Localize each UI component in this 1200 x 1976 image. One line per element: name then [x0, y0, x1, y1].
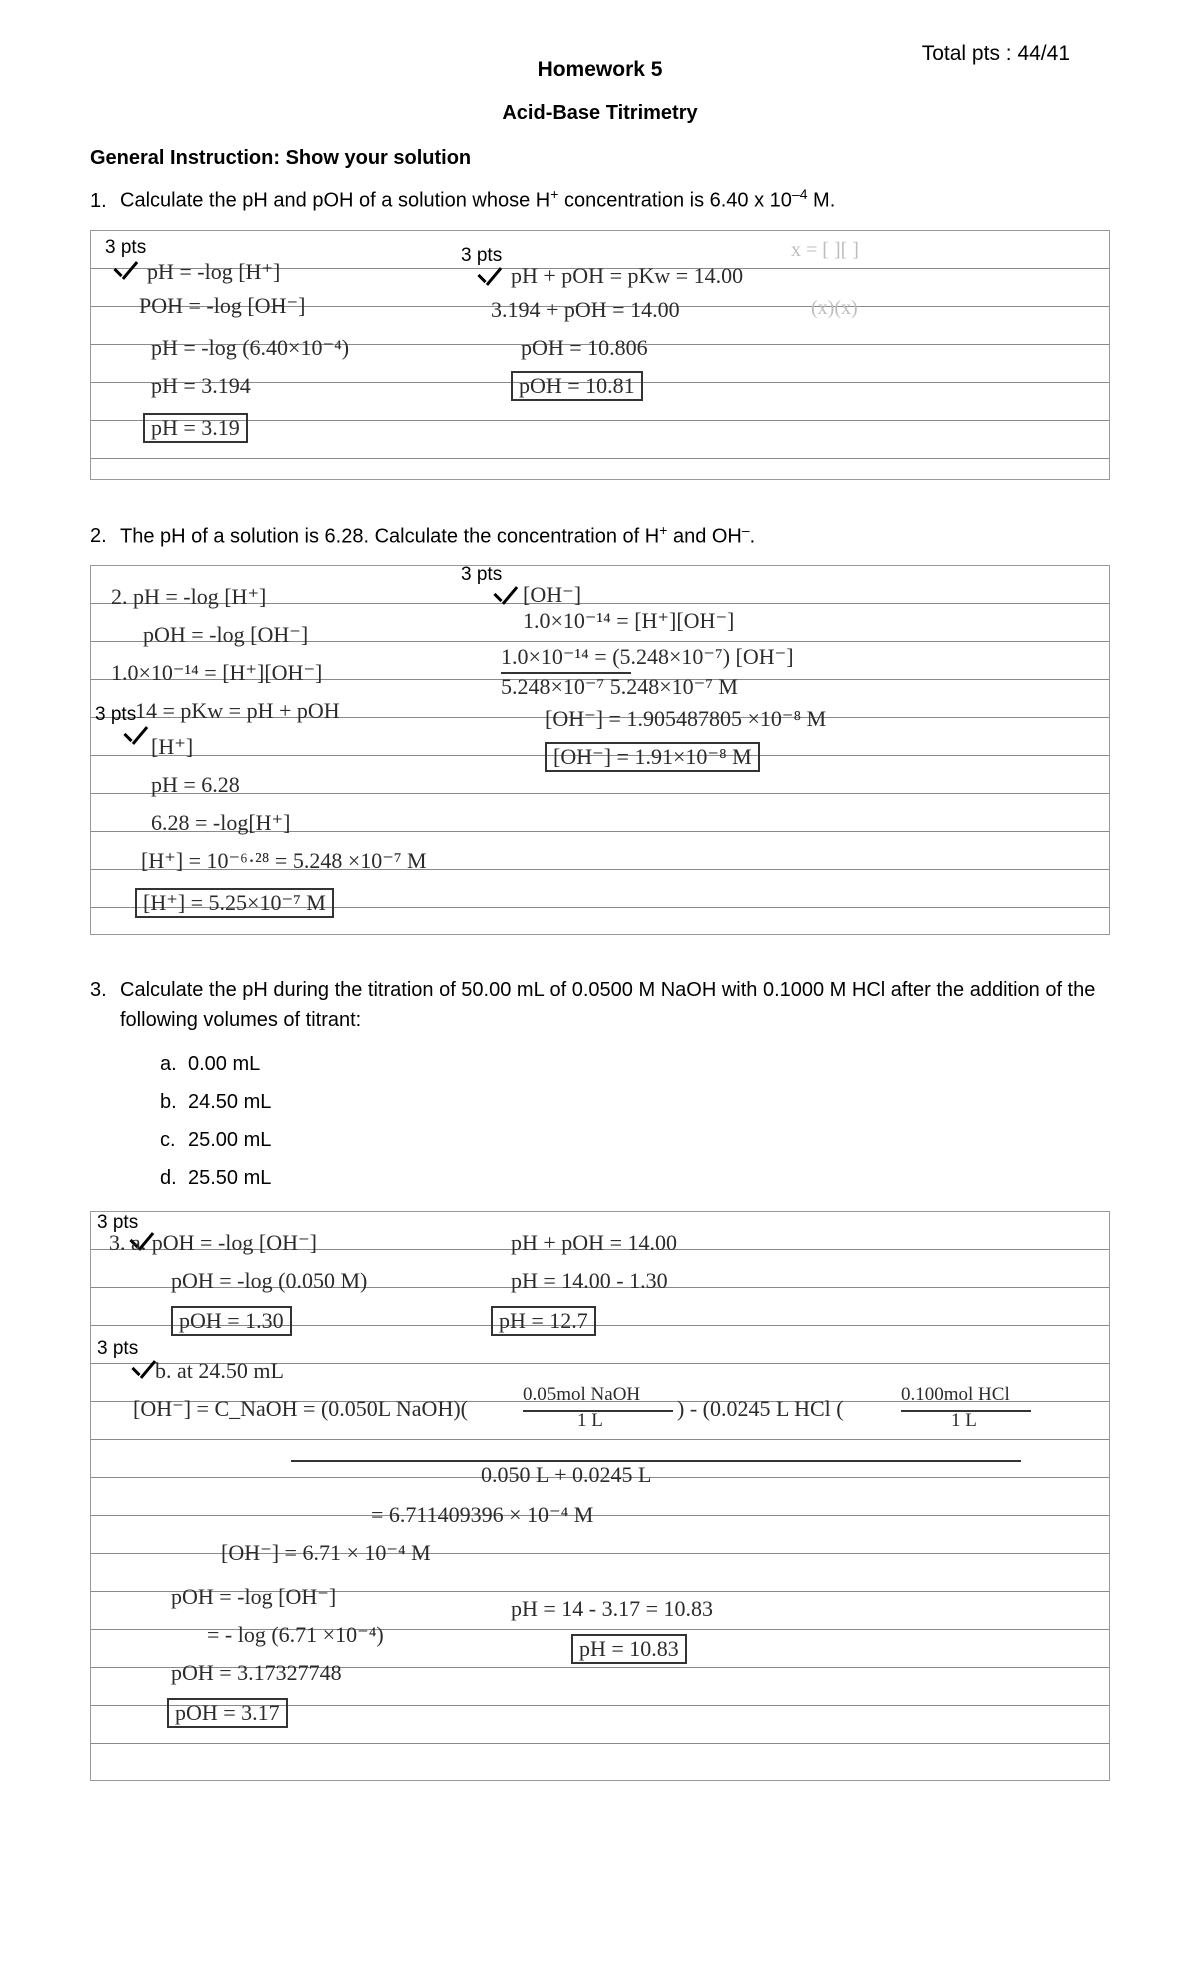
q2-b1: [OH⁻]	[523, 582, 581, 608]
q3-a-val: 0.00 mL	[188, 1053, 260, 1075]
q3-d-val: 25.50 mL	[188, 1167, 271, 1189]
q3-b9: pOH = 3.17	[167, 1698, 288, 1728]
q3-b-val: 24.50 mL	[188, 1091, 271, 1113]
q3-b1: b. at 24.50 mL	[155, 1358, 284, 1384]
q2-work-image: 3 pts 3 pts 2. pH = -log [H⁺] pOH = -log…	[90, 565, 1110, 935]
q3-c-val: 25.00 mL	[188, 1129, 271, 1151]
q3-b8: pOH = 3.17327748	[171, 1660, 342, 1686]
checkmark-icon	[491, 584, 519, 612]
q2-b6: [OH⁻] = 1.91×10⁻⁸ M	[545, 742, 760, 772]
q3-item-c: c.25.00 mL	[160, 1121, 1110, 1159]
q2-text-b: and OH	[667, 525, 741, 547]
q3-sublist: a.0.00 mL b.24.50 mL c.25.00 mL d.25.50 …	[160, 1045, 1110, 1197]
q3-c-lbl: c.	[160, 1121, 188, 1159]
q2-a7: 6.28 = -log[H⁺]	[151, 810, 291, 836]
q3-a6: pH = 12.7	[491, 1306, 596, 1336]
q2-b4: 5.248×10⁻⁷ 5.248×10⁻⁷ M	[501, 674, 738, 700]
q1-faint2: (x)(x)	[811, 297, 858, 320]
total-score: Total pts : 44/41	[922, 42, 1070, 66]
q3-a5: pH = 14.00 - 1.30	[511, 1268, 668, 1294]
q1-text-b: concentration is 6.40 x 10	[558, 190, 791, 212]
q3-b2d: 1 L	[577, 1410, 603, 1432]
q2-b5: [OH⁻] = 1.905487805 ×10⁻⁸ M	[545, 706, 826, 732]
q3-b2m: ) - (0.0245 L HCl (	[677, 1396, 844, 1422]
q3-item-d: d.25.50 mL	[160, 1159, 1110, 1197]
checkmark-icon	[121, 724, 149, 752]
q1-r3: pOH = 10.806	[521, 335, 648, 361]
q1-l1: pH = -log [H⁺]	[147, 259, 280, 285]
q3-a3: pOH = 1.30	[171, 1306, 292, 1336]
q3-b3: 0.050 L + 0.0245 L	[481, 1462, 651, 1488]
q3-b2d2: 1 L	[951, 1410, 977, 1432]
q2-b2: 1.0×10⁻¹⁴ = [H⁺][OH⁻]	[523, 608, 734, 634]
q3-work-image: 3 pts 3. a. pOH = -log [OH⁻] pOH = -log …	[90, 1211, 1110, 1781]
q3-item-b: b.24.50 mL	[160, 1083, 1110, 1121]
q2-b3: 1.0×10⁻¹⁴ = (5.248×10⁻⁷) [OH⁻]	[501, 644, 794, 670]
q1-text-c: M.	[808, 190, 836, 212]
q1-number: 1.	[90, 186, 120, 216]
q3-b2f: 0.05mol NaOH	[523, 1384, 640, 1406]
q1-r1: pH + pOH = pKw = 14.00	[511, 263, 743, 289]
q2-a4: 14 = pKw = pH + pOH	[135, 698, 340, 724]
q1-l5: pH = 3.19	[143, 413, 248, 443]
q3-b-lbl: b.	[160, 1083, 188, 1121]
q3-a4: pH + pOH = 14.00	[511, 1230, 677, 1256]
q3-b4: = 6.711409396 × 10⁻⁴ M	[371, 1502, 593, 1528]
checkmark-icon	[475, 265, 503, 293]
q2-a1: 2. pH = -log [H⁺]	[111, 584, 266, 610]
q3-item-a: a.0.00 mL	[160, 1045, 1110, 1083]
q1-l4: pH = 3.194	[151, 373, 251, 399]
checkmark-icon	[111, 259, 139, 287]
q1-text-a: Calculate the pH and pOH of a solution w…	[120, 190, 550, 212]
checkmark-icon	[129, 1358, 157, 1386]
q2-a8: [H⁺] = 10⁻⁶·²⁸ = 5.248 ×10⁻⁷ M	[141, 848, 427, 874]
q2-a9: [H⁺] = 5.25×10⁻⁷ M	[135, 888, 334, 918]
q3-a2: pOH = -log (0.050 M)	[171, 1268, 367, 1294]
question-2: 2.The pH of a solution is 6.28. Calculat…	[90, 520, 1110, 552]
q3-a-lbl: a.	[160, 1045, 188, 1083]
q3-text: Calculate the pH during the titration of…	[120, 979, 1095, 1031]
instruction: General Instruction: Show your solution	[90, 147, 1110, 170]
q2-pts-top: 3 pts	[461, 565, 502, 586]
q3-b5: [OH⁻] = 6.71 × 10⁻⁴ M	[221, 1540, 431, 1566]
q3-b2f2: 0.100mol HCl	[901, 1384, 1010, 1406]
q3-d-lbl: d.	[160, 1159, 188, 1197]
q2-a6: pH = 6.28	[151, 772, 240, 798]
q1-l3: pH = -log (6.40×10⁻⁴)	[151, 335, 349, 361]
q3-number: 3.	[90, 975, 120, 1005]
q2-text-c: .	[750, 525, 756, 547]
q2-number: 2.	[90, 521, 120, 551]
q2-a2: pOH = -log [OH⁻]	[143, 622, 308, 648]
q1-l2: POH = -log [OH⁻]	[139, 293, 305, 319]
q3-b6: pOH = -log [OH⁻]	[171, 1584, 336, 1610]
q3-b10: pH = 14 - 3.17 = 10.83	[511, 1596, 713, 1622]
q3-a1: 3. a. pOH = -log [OH⁻]	[109, 1230, 317, 1256]
q1-pts-left: 3 pts	[105, 237, 146, 259]
q1-r4: pOH = 10.81	[511, 371, 643, 401]
page-subtitle: Acid-Base Titrimetry	[90, 102, 1110, 125]
q2-text-a: The pH of a solution is 6.28. Calculate …	[120, 525, 659, 547]
q1-r2: 3.194 + pOH = 14.00	[491, 297, 680, 323]
q3-b11: pH = 10.83	[571, 1634, 687, 1664]
q1-faint1: x = [ ][ ]	[791, 239, 859, 262]
question-3: 3.Calculate the pH during the titration …	[90, 975, 1110, 1035]
q3-b2: [OH⁻] = C_NaOH = (0.050L NaOH)(	[133, 1396, 468, 1422]
q2-a5: [H⁺]	[151, 734, 193, 760]
question-1: 1.Calculate the pH and pOH of a solution…	[90, 184, 1110, 216]
q2-a3: 1.0×10⁻¹⁴ = [H⁺][OH⁻]	[111, 660, 322, 686]
q3-b7: = - log (6.71 ×10⁻⁴)	[207, 1622, 384, 1648]
q3-pts-b: 3 pts	[97, 1338, 138, 1360]
q1-work-image: 3 pts pH = -log [H⁺] POH = -log [OH⁻] pH…	[90, 230, 1110, 480]
q2-pts-left: 3 pts	[95, 704, 136, 726]
q1-pts-right: 3 pts	[461, 245, 502, 267]
